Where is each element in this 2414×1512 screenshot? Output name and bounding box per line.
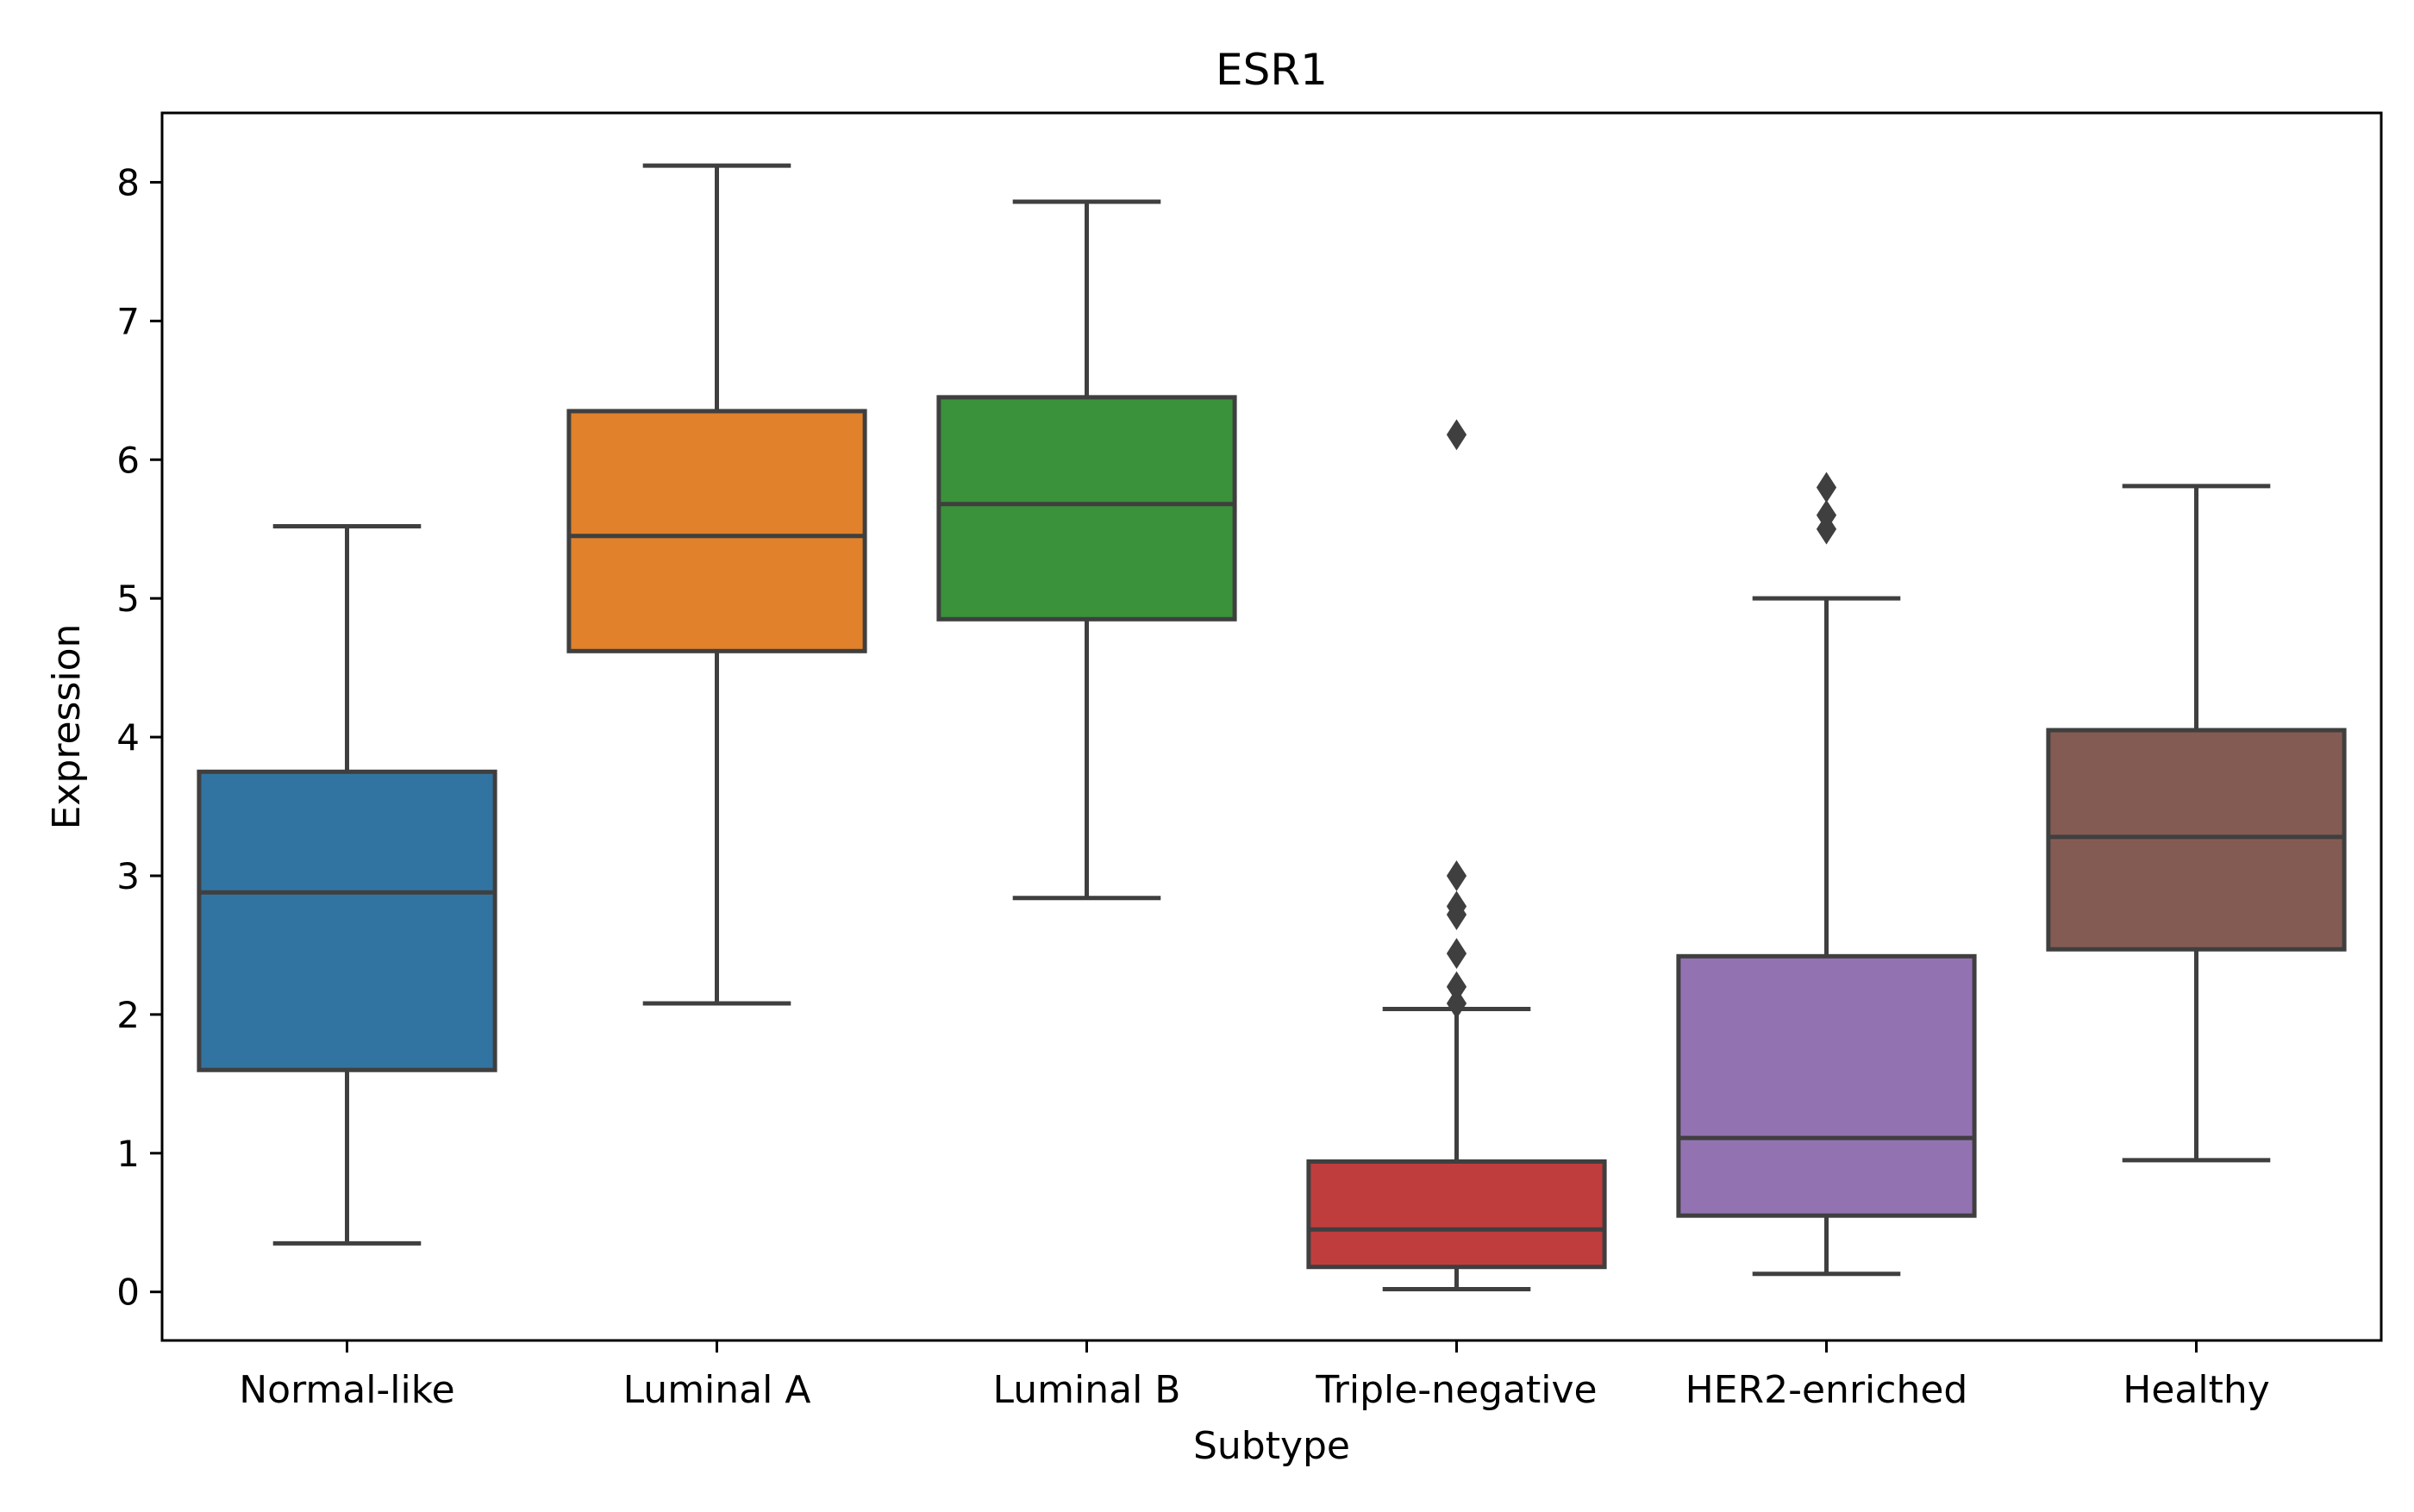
box-iqr: [1676, 953, 1977, 1218]
box-group: [2046, 484, 2347, 1163]
x-axis-label: Subtype: [1193, 1424, 1350, 1468]
outlier-point: [1446, 938, 1467, 969]
boxes-layer: [197, 163, 2347, 1291]
box-group: [566, 163, 867, 1006]
x-tick-label: Luminal B: [993, 1368, 1181, 1412]
y-tick-label: 2: [116, 994, 140, 1036]
box-iqr: [1306, 1159, 1607, 1270]
x-tick-label: HER2-enriched: [1685, 1368, 1968, 1412]
x-tick-label: Triple-negative: [1315, 1368, 1597, 1412]
box-group: [936, 199, 1237, 901]
box-group: [1306, 419, 1607, 1291]
outlier-point: [1816, 499, 1837, 531]
y-axis: 0 1 2 3 4 5 6 7 8: [116, 161, 162, 1314]
y-tick-label: 4: [116, 716, 140, 759]
x-tick-label: Luminal A: [623, 1368, 811, 1412]
chart-title: ESR1: [1216, 45, 1328, 95]
y-tick-label: 0: [116, 1271, 140, 1314]
y-tick-label: 1: [116, 1133, 140, 1175]
box-iqr: [197, 769, 497, 1072]
outlier-point: [1446, 890, 1467, 922]
outlier-point: [1816, 472, 1837, 503]
y-tick-label: 5: [116, 578, 140, 620]
y-axis-label: Expression: [45, 624, 89, 830]
x-axis: Normal-like Luminal A Luminal B Triple-nega…: [239, 1340, 2270, 1412]
outlier-point: [1446, 971, 1467, 1003]
y-tick-label: 8: [116, 161, 140, 203]
y-tick-label: 6: [116, 439, 140, 481]
box-group: [197, 523, 497, 1246]
outlier-point: [1446, 988, 1467, 1019]
box-iqr: [2046, 728, 2347, 952]
box-group: [1676, 472, 1977, 1277]
outlier-point: [1446, 860, 1467, 891]
outlier-point: [1446, 419, 1467, 451]
x-tick-label: Healthy: [2123, 1368, 2270, 1412]
box-iqr: [936, 395, 1237, 622]
x-tick-label: Normal-like: [239, 1368, 455, 1412]
box-iqr: [566, 409, 867, 653]
y-tick-label: 7: [116, 300, 140, 342]
plot-frame: [160, 111, 2383, 1342]
y-tick-label: 3: [116, 855, 140, 897]
